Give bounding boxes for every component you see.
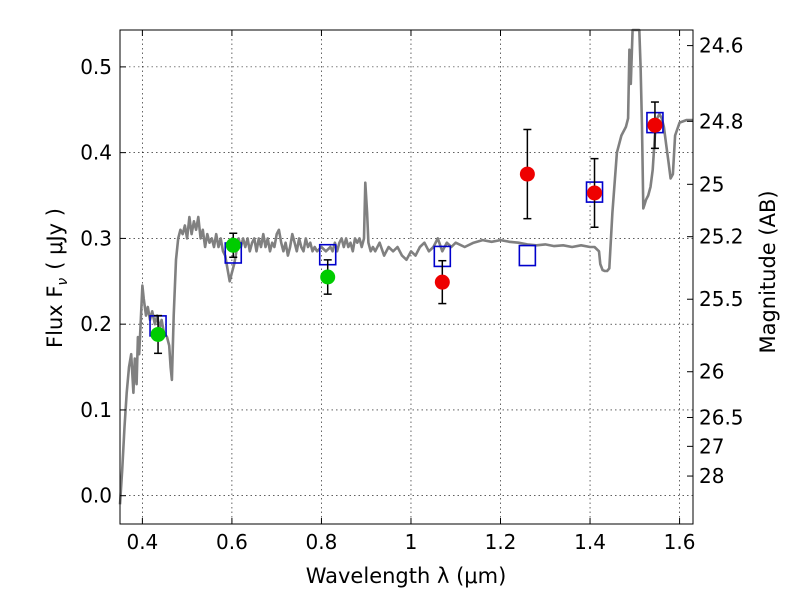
mag-tick-label: 28	[699, 464, 724, 488]
observed-flux-layer	[150, 101, 663, 355]
x-tick-label: 1.4	[574, 530, 606, 554]
y-tick-label: 0.1	[80, 398, 112, 422]
x-axis-label: Wavelength λ (μm)	[306, 564, 507, 588]
mag-tick-label: 26.5	[699, 405, 744, 429]
observed-red-point	[519, 166, 535, 182]
y-tick-label: 0.3	[80, 226, 112, 250]
observed-red-point	[434, 274, 450, 290]
x-tick-label: 1.2	[485, 530, 517, 554]
y-axis-label-subscript: ν	[55, 278, 71, 286]
y-tick-label: 0.4	[80, 141, 112, 165]
template-sed-layer	[118, 28, 693, 505]
model-flux-layer	[149, 111, 664, 337]
y-axis-label: Flux Fν ( μJy )	[43, 208, 71, 348]
observed-green-point	[225, 237, 241, 253]
y2-axis-label: Magnitude (AB)	[756, 190, 780, 353]
x-tick-label: 1.6	[664, 530, 696, 554]
y-tick-label: 0.2	[80, 312, 112, 336]
axis-ticks: 0.4 0.6 0.8 1 1.2 1.4 1.6 0.0 0.1 0.2 0.3 0.4 0.5 24.…	[80, 30, 744, 554]
mag-tick-label: 24.8	[699, 109, 744, 133]
mag-tick-label: 25	[699, 172, 724, 196]
x-tick-label: 0.6	[216, 530, 248, 554]
y-tick-label: 0.5	[80, 55, 112, 79]
x-tick-label: 0.8	[306, 530, 338, 554]
plot-frame	[119, 29, 694, 525]
x-tick-label: 0.4	[126, 530, 158, 554]
y-tick-label: 0.0	[80, 484, 112, 508]
observed-red-point	[647, 117, 663, 133]
mag-tick-label: 25.5	[699, 287, 744, 311]
model-flux-square	[518, 244, 537, 267]
template-sed-line	[118, 28, 693, 505]
observed-green-point	[150, 326, 166, 342]
mag-tick-label: 27	[699, 434, 724, 458]
mag-tick-label: 26	[699, 360, 724, 384]
observed-green-point	[320, 269, 336, 285]
x-tick-label: 1	[405, 530, 418, 554]
mag-tick-label: 24.6	[699, 34, 744, 58]
observed-red-point	[587, 185, 603, 201]
y-axis-label-unit: ( μJy )	[43, 208, 67, 270]
grid	[120, 30, 693, 524]
mag-tick-label: 25.2	[699, 225, 744, 249]
y-axis-label-text: Flux F	[43, 286, 67, 348]
